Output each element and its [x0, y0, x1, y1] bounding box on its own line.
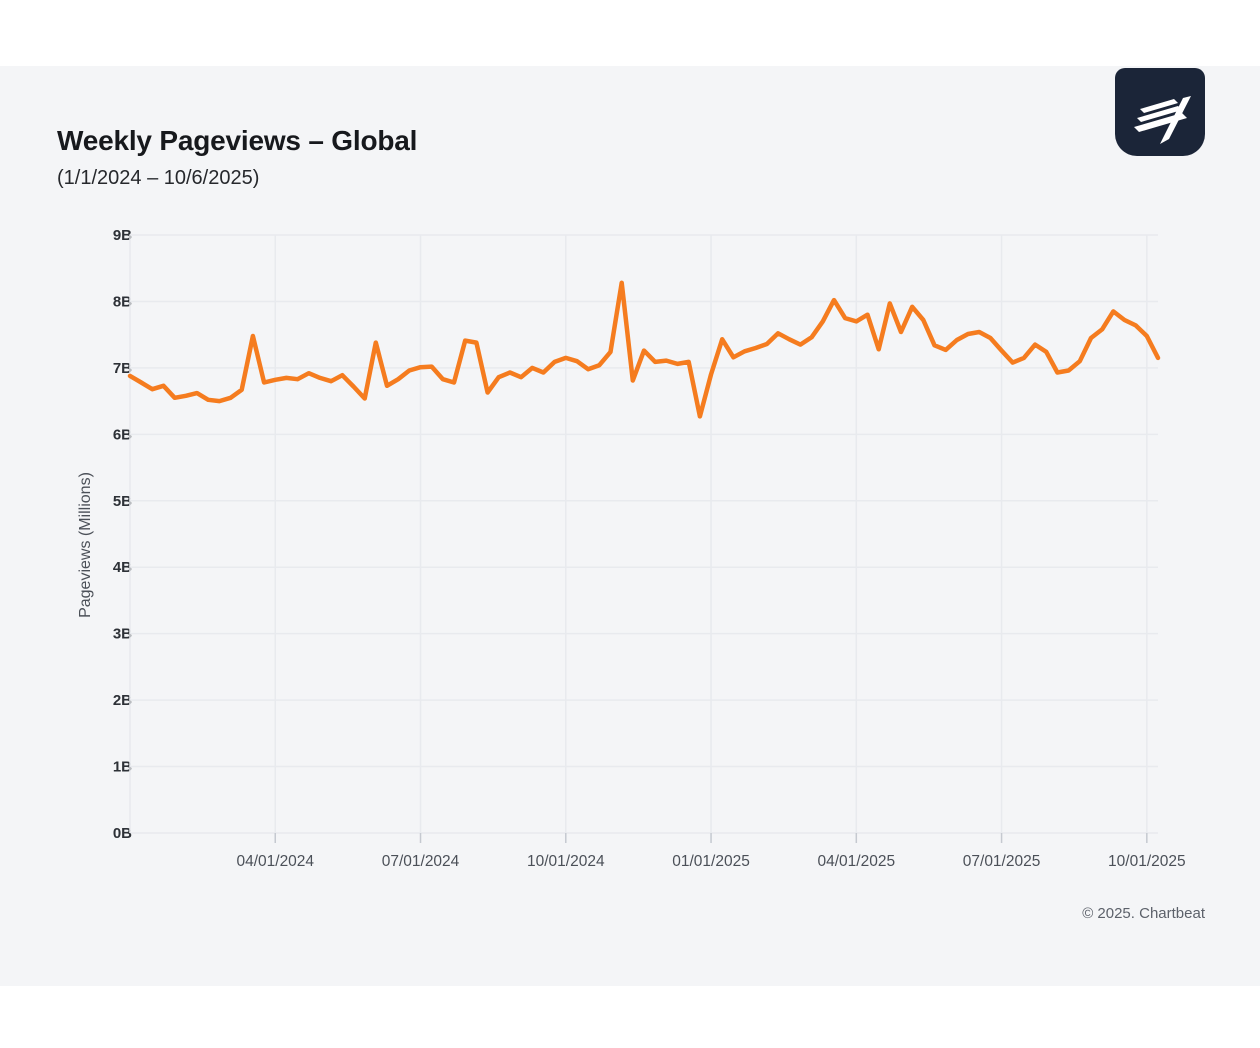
x-tick-label: 10/01/2024 [527, 853, 605, 870]
x-tick-label: 07/01/2024 [382, 853, 460, 870]
y-tick-label: 0B [113, 825, 132, 842]
y-tick-label: 1B [113, 759, 132, 776]
y-tick-label: 9B [113, 227, 132, 244]
y-tick-label: 8B [113, 293, 132, 310]
chartbeat-logo [1115, 68, 1205, 156]
x-tick-label: 01/01/2025 [672, 853, 750, 870]
y-tick-label: 4B [113, 559, 132, 576]
x-tick-label: 04/01/2025 [818, 853, 896, 870]
y-tick-label: 5B [113, 493, 132, 510]
x-tick-label: 07/01/2025 [963, 853, 1041, 870]
y-tick-label: 6B [113, 426, 132, 443]
copyright-text: © 2025. Chartbeat [1082, 905, 1205, 922]
x-tick-label: 04/01/2024 [236, 853, 314, 870]
y-tick-label: 7B [113, 360, 132, 377]
y-axis-title: Pageviews (Millions) [77, 472, 94, 618]
y-tick-label: 2B [113, 692, 132, 709]
chartbeat-logo-icon [1134, 96, 1191, 144]
x-tick-label: 10/01/2025 [1108, 853, 1186, 870]
y-tick-label: 3B [113, 626, 132, 643]
page-title: Weekly Pageviews – Global [57, 125, 418, 156]
pageviews-series-line [127, 280, 1161, 419]
page-subtitle: (1/1/2024 – 10/6/2025) [57, 167, 260, 189]
